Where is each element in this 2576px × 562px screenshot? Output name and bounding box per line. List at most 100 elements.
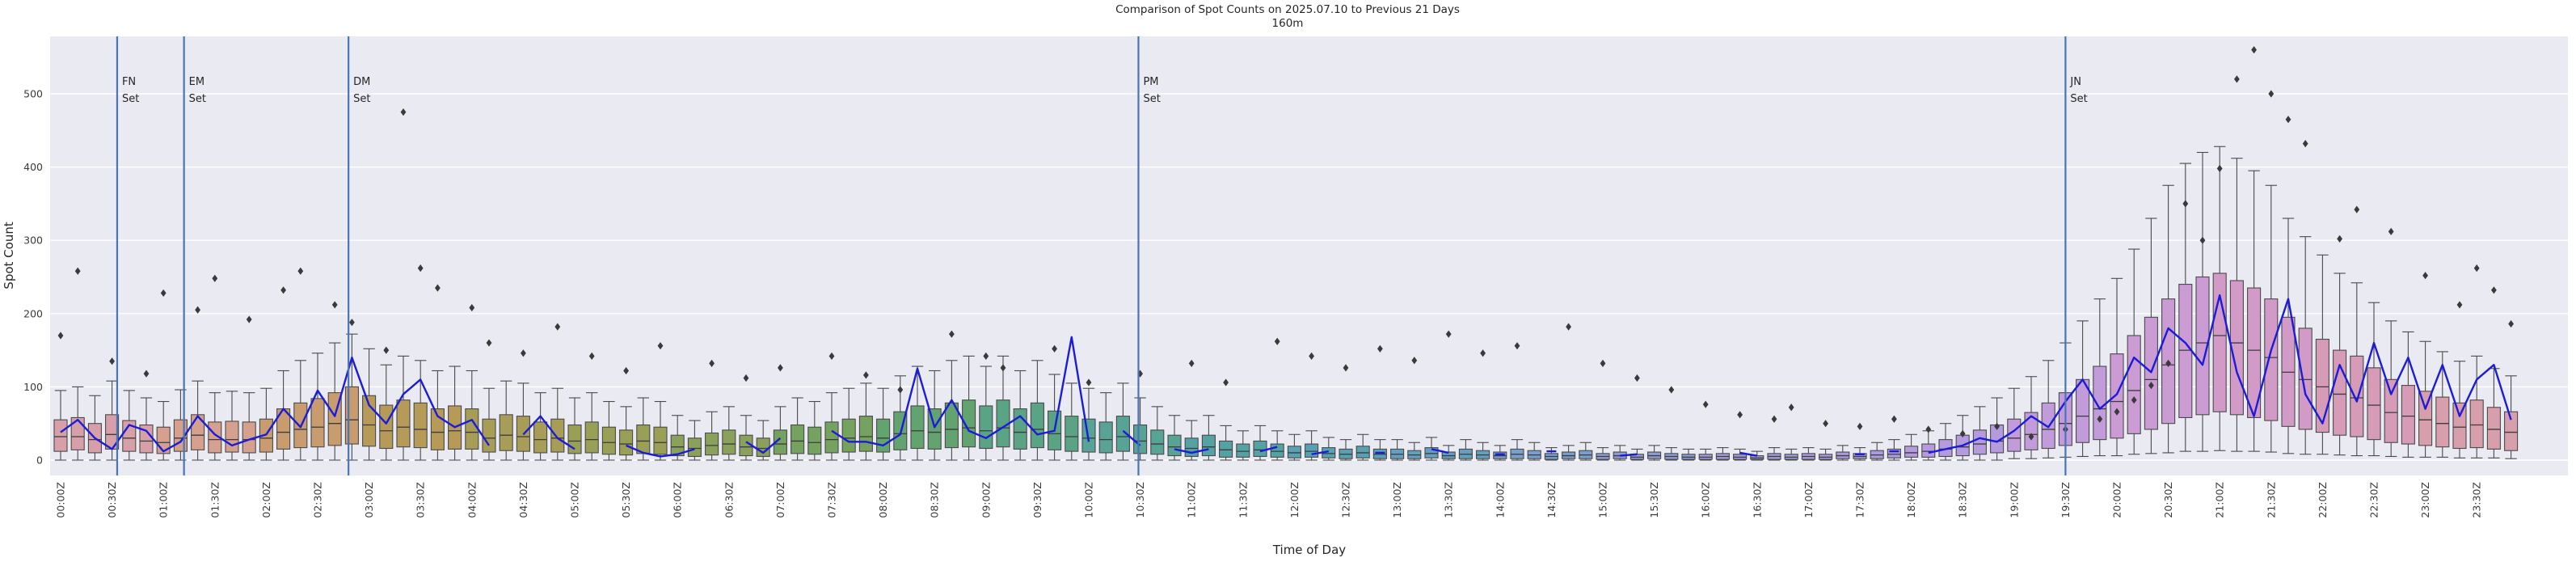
outlier-marker [1274, 337, 1280, 345]
box [791, 424, 805, 454]
outlier-marker [1925, 425, 1932, 433]
x-tick-label: 18:00Z [1905, 482, 1917, 518]
event-label-set: Set [1143, 93, 1160, 105]
x-tick-label: 00:00Z [55, 482, 67, 518]
box [584, 421, 599, 454]
event-label-dm: DM [353, 76, 370, 88]
box [2435, 396, 2450, 448]
x-tick-label: 05:00Z [569, 482, 581, 518]
box [1115, 416, 1130, 452]
box [1355, 446, 1370, 458]
box [2178, 284, 2193, 419]
today-line [1431, 448, 1449, 454]
box [379, 404, 394, 450]
outlier-marker [983, 352, 989, 360]
outlier-marker [1309, 352, 1314, 360]
box [1065, 416, 1079, 452]
outlier-marker [280, 286, 286, 294]
box [344, 386, 359, 445]
outlier-marker [383, 346, 390, 354]
outlier-marker [863, 371, 869, 379]
x-tick-label: 23:00Z [2419, 482, 2431, 518]
box [601, 426, 616, 455]
x-tick-label: 01:00Z [158, 482, 170, 518]
outlier-marker [2097, 415, 2103, 423]
outlier-marker [212, 274, 218, 282]
event-label-pm: PM [1143, 76, 1158, 88]
box [2504, 411, 2519, 451]
outlier-marker [2234, 75, 2240, 83]
outlier-marker [1823, 420, 1828, 428]
outlier-marker [1377, 344, 1383, 353]
box [482, 418, 496, 453]
box [1150, 429, 1165, 455]
outlier-marker [2028, 433, 2034, 441]
box [773, 429, 787, 455]
x-tick-label: 08:30Z [929, 482, 941, 518]
today-line [626, 444, 695, 458]
outlier-marker [828, 352, 835, 360]
outlier-marker [743, 374, 749, 382]
outlier-marker [1600, 359, 1606, 368]
box [465, 408, 479, 450]
y-tick-label: 300 [23, 235, 43, 247]
x-tick-label: 07:30Z [826, 482, 838, 518]
box [533, 421, 548, 454]
box [1098, 421, 1113, 454]
outlier-marker [1514, 342, 1520, 350]
event-label-fn: FN [122, 76, 136, 88]
x-tick-label: 13:00Z [1391, 482, 1403, 518]
box [1236, 443, 1250, 458]
outlier-marker [297, 267, 304, 275]
today-line [1259, 446, 1278, 453]
today-line [1620, 453, 1638, 457]
x-tick-label: 22:00Z [2317, 482, 2329, 518]
box [1921, 443, 1936, 458]
x-tick-label: 20:00Z [2111, 482, 2123, 518]
outlier-marker [1137, 370, 1143, 378]
y-tick-label: 200 [23, 307, 43, 319]
x-tick-label: 09:00Z [980, 482, 992, 518]
event-label-set: Set [353, 93, 370, 105]
x-tick-label: 01:30Z [209, 482, 221, 518]
x-tick-label: 19:30Z [2060, 482, 2072, 518]
box [2384, 378, 2398, 443]
y-tick-label: 0 [36, 454, 43, 467]
event-label-set: Set [122, 93, 139, 105]
box [2298, 327, 2312, 430]
box [2144, 316, 2158, 430]
outlier-marker [2422, 272, 2428, 280]
box [705, 432, 719, 456]
outlier-marker [2508, 319, 2514, 328]
box [70, 416, 85, 450]
outlier-marker [160, 289, 167, 298]
outlier-marker [2337, 235, 2342, 243]
x-tick-label: 06:00Z [672, 482, 684, 518]
box [413, 402, 428, 449]
box [2486, 407, 2501, 450]
today-line [522, 415, 575, 450]
event-label-em: EM [189, 76, 204, 88]
x-tick-label: 04:30Z [517, 482, 529, 518]
box [2350, 355, 2364, 437]
box [687, 437, 702, 458]
x-tick-label: 15:30Z [1648, 482, 1660, 518]
box [2110, 353, 2124, 439]
x-tick-label: 18:30Z [1957, 482, 1969, 518]
box [653, 426, 668, 455]
x-tick-label: 07:00Z [774, 482, 786, 518]
outlier-marker [1086, 378, 1092, 387]
outlier-marker [1771, 415, 1777, 423]
x-tick-label: 23:30Z [2471, 482, 2483, 518]
box [1133, 424, 1148, 454]
x-tick-label: 12:00Z [1288, 482, 1301, 518]
box [1030, 402, 1044, 449]
x-tick-label: 22:30Z [2368, 482, 2380, 518]
box [807, 426, 822, 455]
x-tick-label: 21:30Z [2265, 482, 2277, 518]
box [310, 398, 325, 448]
x-tick-label: 03:30Z [415, 482, 427, 518]
x-tick-label: 16:30Z [1751, 482, 1763, 518]
box [2367, 367, 2381, 441]
